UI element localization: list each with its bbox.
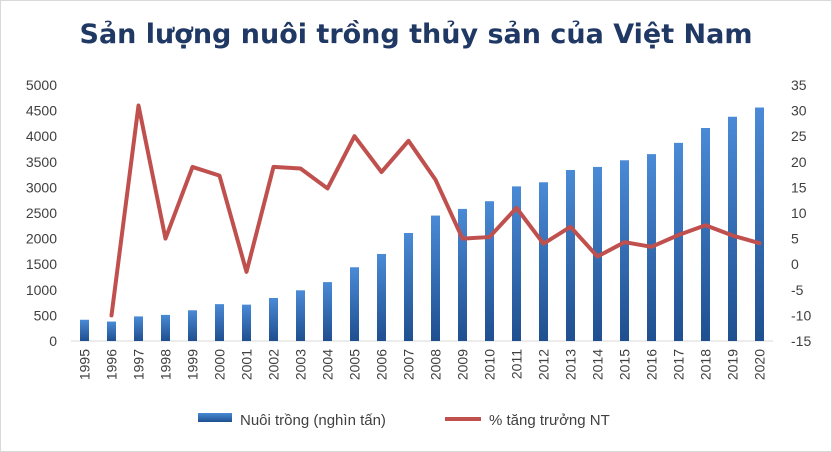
x-tick-label: 2019	[725, 349, 741, 380]
bar	[269, 297, 278, 341]
bar	[458, 208, 467, 341]
y-left-tick-label: 2500	[26, 205, 57, 221]
x-tick-label: 2000	[212, 349, 228, 380]
x-tick-label: 1997	[131, 349, 147, 380]
bar	[242, 304, 251, 341]
x-tick-label: 2018	[698, 349, 714, 380]
x-tick-label: 2003	[293, 349, 309, 380]
x-tick-label: 2004	[320, 349, 336, 380]
bar	[620, 160, 629, 341]
x-tick-label: 2007	[401, 349, 417, 380]
y-right-tick-label: 0	[791, 256, 799, 272]
bar	[566, 169, 575, 341]
x-tick-label: 2002	[266, 349, 282, 380]
bar	[323, 282, 332, 341]
bar	[188, 310, 197, 341]
x-tick-label: 2001	[239, 349, 255, 380]
bar	[728, 116, 737, 341]
x-tick-label: 2005	[347, 349, 363, 380]
y-right-tick-label: 5	[791, 231, 799, 247]
x-tick-label: 2017	[671, 349, 687, 380]
bar	[674, 142, 683, 341]
y-left-tick-label: 2000	[26, 231, 57, 247]
bar	[377, 253, 386, 341]
x-tick-label: 2013	[563, 349, 579, 380]
bar	[404, 232, 413, 341]
x-tick-label: 1996	[104, 349, 120, 380]
bar	[161, 314, 170, 341]
y-left-tick-label: 1500	[26, 256, 57, 272]
bar	[431, 215, 440, 341]
x-tick-label: 1995	[77, 349, 93, 380]
y-left-tick-label: 3500	[26, 154, 57, 170]
x-tick-label: 2014	[590, 349, 606, 380]
x-tick-label: 1999	[185, 349, 201, 380]
x-tick-label: 2010	[482, 349, 498, 380]
y-left-tick-label: 5000	[26, 77, 57, 93]
bar	[755, 107, 764, 341]
bar	[134, 316, 143, 341]
bar	[215, 304, 224, 341]
y-right-tick-label: -10	[791, 307, 811, 323]
bar	[296, 290, 305, 341]
legend-bar-label: Nuôi trồng (nghìn tấn)	[240, 412, 386, 429]
x-tick-label: 2011	[509, 349, 525, 379]
x-tick-label: 2008	[428, 349, 444, 380]
y-right-tick-label: 10	[791, 205, 807, 221]
legend-bar-swatch	[198, 413, 232, 422]
y-right-tick-label: -5	[791, 282, 804, 298]
growth-line	[109, 103, 762, 318]
bar	[512, 186, 521, 341]
y-left-tick-label: 4000	[26, 128, 57, 144]
x-tick-label: 2016	[644, 349, 660, 380]
y-left-tick-label: 0	[49, 333, 57, 349]
x-tick-label: 1998	[158, 349, 174, 380]
x-tick-label: 2006	[374, 349, 390, 380]
bar	[539, 182, 548, 341]
y-left-tick-label: 1000	[26, 282, 57, 298]
bar	[701, 128, 710, 341]
x-tick-label: 2012	[536, 349, 552, 380]
legend-line-label: % tăng trưởng NT	[489, 412, 610, 429]
bar	[107, 321, 116, 341]
x-tick-label: 2009	[455, 349, 471, 380]
y-left-tick-label: 500	[34, 307, 58, 323]
bar	[485, 201, 494, 341]
y-right-tick-label: -15	[791, 333, 811, 349]
chart-title: Sản lượng nuôi trồng thủy sản của Việt N…	[79, 19, 753, 50]
y-right-tick-label: 20	[791, 154, 807, 170]
bar	[350, 267, 359, 341]
bar	[80, 319, 89, 341]
x-tick-label: 2015	[617, 349, 633, 380]
y-right-tick-label: 25	[791, 128, 807, 144]
y-right-tick-label: 35	[791, 77, 807, 93]
y-left-tick-label: 3000	[26, 179, 57, 195]
x-tick-label: 2020	[752, 349, 768, 380]
y-right-tick-label: 30	[791, 103, 807, 119]
y-right-tick-label: 15	[791, 179, 807, 195]
y-left-tick-label: 4500	[26, 103, 57, 119]
